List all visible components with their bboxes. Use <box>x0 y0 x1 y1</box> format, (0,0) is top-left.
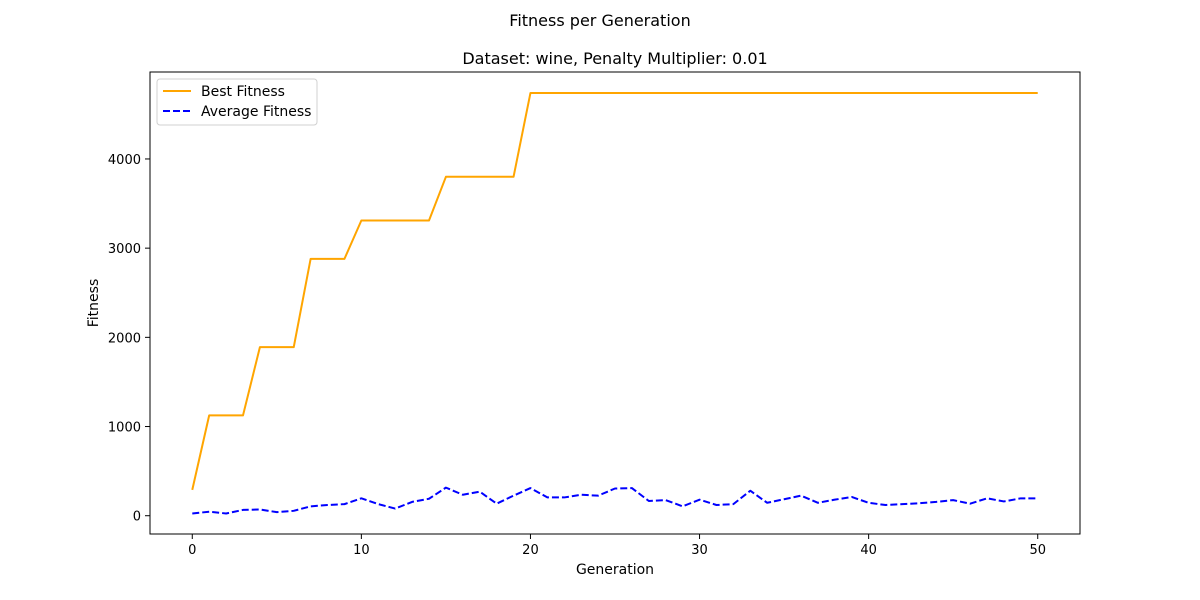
x-tick-label: 10 <box>353 543 370 558</box>
legend-box <box>156 78 318 126</box>
series-layer <box>191 91 1038 515</box>
y-tick-label: 4000 <box>108 153 141 168</box>
x-tick-label: 30 <box>691 543 708 558</box>
x-axis-label: Generation <box>576 562 654 578</box>
x-tick-label: 50 <box>1029 543 1046 558</box>
legend: Best Fitness Average Fitness <box>156 78 318 126</box>
legend-label-best-fitness: Best Fitness <box>201 84 285 100</box>
x-tick-label: 0 <box>188 543 196 558</box>
y-tick-label: 2000 <box>108 331 141 346</box>
y-tick-label: 0 <box>133 510 141 525</box>
y-tick-label: 1000 <box>108 421 141 436</box>
series-line-best-fitness <box>191 91 1038 491</box>
y-axis: 0 1000 2000 3000 4000 <box>108 153 150 525</box>
y-axis-label: Fitness <box>86 279 102 328</box>
x-tick-label: 20 <box>522 543 539 558</box>
x-tick-label: 40 <box>860 543 877 558</box>
plot-area <box>149 71 1081 535</box>
y-tick-label: 3000 <box>108 242 141 257</box>
series-line-average-fitness <box>192 486 1038 515</box>
x-axis: 0 10 20 30 40 50 <box>188 534 1046 558</box>
figure-title: Fitness per Generation <box>509 11 690 30</box>
legend-label-average-fitness: Average Fitness <box>201 104 311 120</box>
chart-title: Dataset: wine, Penalty Multiplier: 0.01 <box>462 49 767 68</box>
